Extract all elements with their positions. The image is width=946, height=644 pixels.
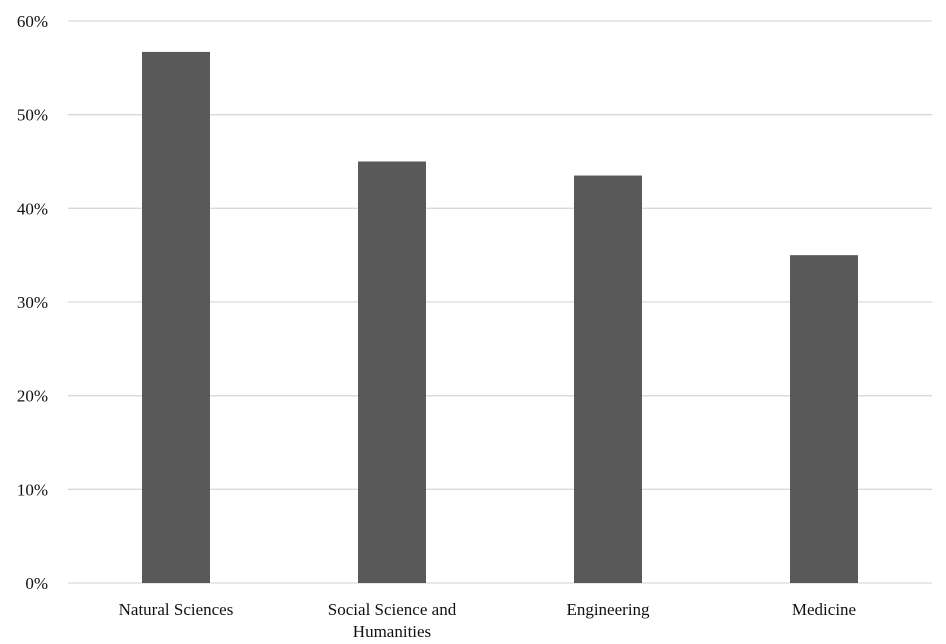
y-tick-label: 0% [25, 574, 48, 593]
y-tick-label: 50% [17, 106, 48, 125]
x-category-label: Medicine [792, 600, 856, 619]
x-category-label: Social Science and Humanities [328, 600, 457, 641]
bar [142, 51, 210, 584]
x-category-label: Engineering [566, 600, 650, 619]
bar [790, 255, 858, 583]
y-tick-label: 40% [17, 199, 48, 218]
y-tick-label: 20% [17, 387, 48, 406]
bar [358, 161, 426, 583]
y-tick-label: 10% [17, 480, 48, 499]
y-axis-tick-labels: 0% 10% 20% 30% 40% 50% 60% [17, 12, 48, 593]
x-category-label: Natural Sciences [119, 600, 234, 619]
bars [142, 51, 858, 584]
y-tick-label: 60% [17, 12, 48, 31]
x-axis-category-labels: Natural Sciences Social Science and Humani… [119, 600, 856, 641]
y-tick-label: 30% [17, 293, 48, 312]
bar [574, 175, 642, 584]
gridlines [68, 20, 932, 584]
